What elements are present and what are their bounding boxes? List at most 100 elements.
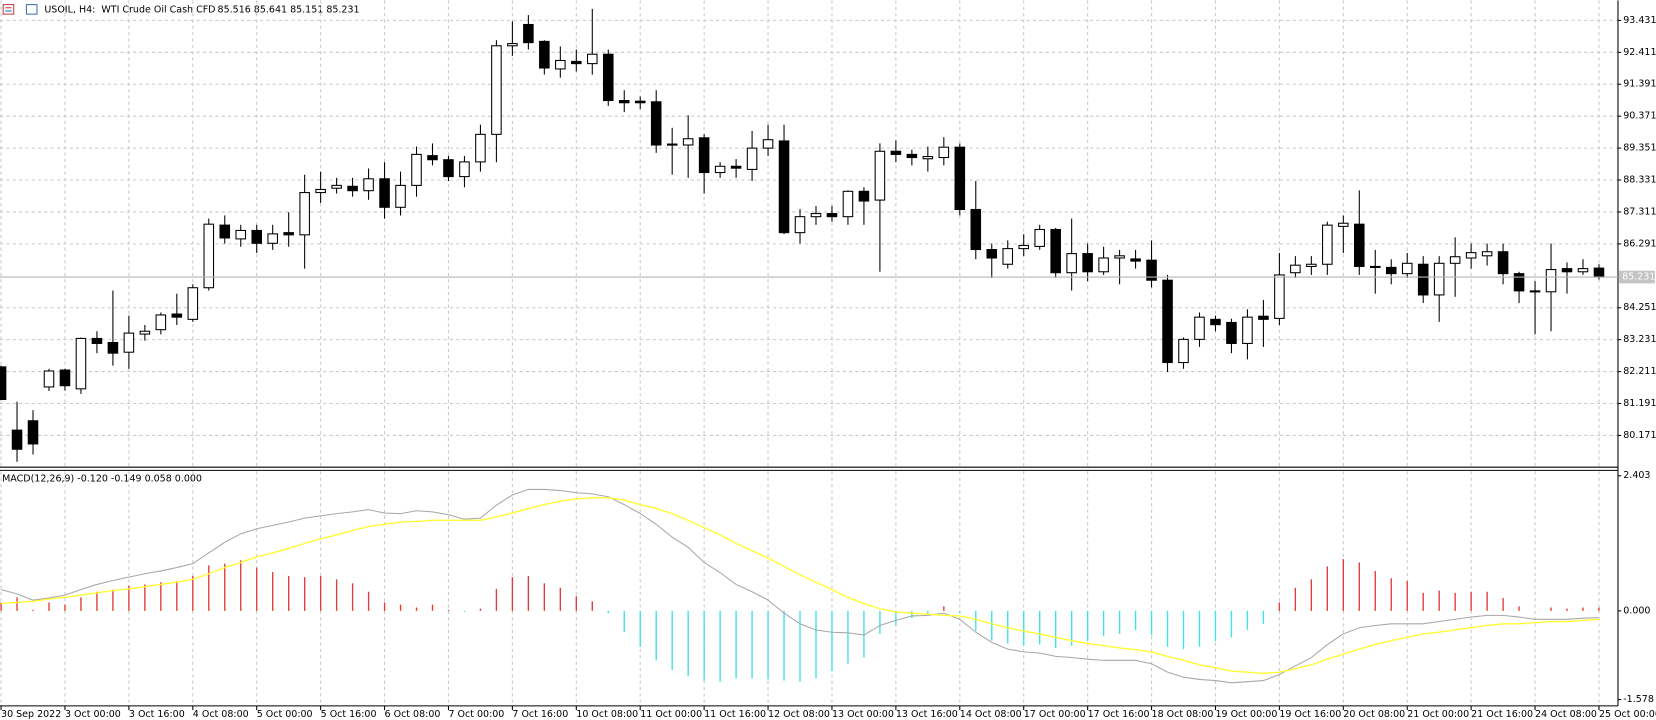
chart-icon[interactable] <box>25 4 38 15</box>
candle-body <box>267 233 278 244</box>
y-tick-label: 91.391 <box>1623 79 1656 90</box>
candle-body <box>1417 263 1429 296</box>
candle-body <box>251 229 263 244</box>
candle-body <box>1242 316 1253 344</box>
candle-body <box>1433 262 1445 296</box>
candle-body <box>1178 338 1189 364</box>
candle-body <box>0 366 7 400</box>
y-tick-label: 2.403 <box>1623 470 1650 481</box>
menu-icon[interactable] <box>2 4 15 15</box>
x-tick-label: 25 Oct 00:00 <box>1599 709 1656 720</box>
candle-body <box>922 156 934 160</box>
candle-body <box>523 23 534 44</box>
candle-body <box>91 337 103 344</box>
candle-body <box>1561 268 1573 273</box>
candle-body <box>730 165 742 169</box>
candle-body <box>698 137 710 174</box>
candle-body <box>1369 265 1381 269</box>
x-tick-label: 20 Oct 08:00 <box>1343 709 1405 720</box>
candle-body <box>59 369 71 387</box>
candle-body <box>75 337 87 390</box>
candle-body <box>1210 318 1221 326</box>
candle-body <box>1114 255 1125 259</box>
x-tick-label: 5 Oct 16:00 <box>321 709 377 720</box>
candle-body <box>1290 264 1301 274</box>
description: WTI Crude Oil Cash CFD <box>101 4 215 15</box>
x-tick-label: 4 Oct 08:00 <box>193 709 249 720</box>
x-tick-label: 30 Sep 2022 <box>1 709 61 720</box>
candle-body <box>315 188 326 194</box>
x-tick-label: 17 Oct 16:00 <box>1088 709 1150 720</box>
candle-body <box>1481 251 1493 257</box>
y-tick-label: 83.231 <box>1623 334 1656 345</box>
ohlc: 85.516 85.641 85.151 85.231 <box>218 4 360 15</box>
candle-body <box>539 40 550 69</box>
y-tick-label: 86.291 <box>1623 238 1656 249</box>
candle-body <box>1258 315 1269 320</box>
y-tick-label: 81.191 <box>1623 398 1656 409</box>
candle-body <box>634 100 646 104</box>
grid-layer <box>0 0 1618 706</box>
candle-body <box>1146 259 1157 281</box>
candle-body <box>491 45 502 135</box>
candle-body <box>555 59 566 70</box>
y-tick-label: 93.431 <box>1623 15 1656 26</box>
candle-body <box>1354 223 1365 267</box>
y-tick-label: 92.411 <box>1623 47 1656 58</box>
x-tick-label: 24 Oct 08:00 <box>1535 709 1597 720</box>
x-tick-label: 19 Oct 00:00 <box>1215 709 1277 720</box>
candle-body <box>283 232 294 236</box>
candle-body <box>11 429 23 450</box>
x-tick-label: 18 Oct 08:00 <box>1152 709 1214 720</box>
indicator-line <box>1 497 1600 674</box>
candle-body <box>1577 268 1589 273</box>
candle-body <box>107 341 119 354</box>
candle-body <box>682 138 694 146</box>
candle-body <box>475 133 486 163</box>
candle-body <box>427 155 438 161</box>
x-tick-label: 11 Oct 16:00 <box>704 709 766 720</box>
candle-body <box>1130 258 1141 262</box>
candle-body <box>1593 267 1605 278</box>
x-tick-label: 5 Oct 00:00 <box>257 709 313 720</box>
candle-body <box>411 153 422 186</box>
candle-body <box>43 370 55 388</box>
candle-body <box>363 178 374 192</box>
x-tick-label: 13 Oct 16:00 <box>896 709 958 720</box>
x-tick-label: 10 Oct 08:00 <box>576 709 638 720</box>
candle-body <box>842 190 854 218</box>
candle-body <box>1338 222 1349 227</box>
candle-body <box>1002 248 1014 265</box>
indicator-title: MACD(12,26,9) -0.120 -0.149 0.058 0.000 <box>2 473 202 484</box>
y-tick-label: 90.371 <box>1623 111 1656 122</box>
candle-body <box>906 153 918 159</box>
candle-body <box>890 150 902 155</box>
candle-body <box>219 224 231 239</box>
candle-body <box>1034 228 1045 247</box>
indicator-line <box>0 488 1599 684</box>
candle-body <box>1449 256 1461 264</box>
y-tick-label: 89.351 <box>1623 143 1656 154</box>
candle-body <box>507 43 518 47</box>
candle-body <box>618 100 630 104</box>
candle-body <box>714 165 726 174</box>
candle-body <box>235 229 247 240</box>
x-tick-label: 13 Oct 00:00 <box>832 709 894 720</box>
candle-body <box>379 178 390 208</box>
x-tick-label: 11 Oct 00:00 <box>640 709 702 720</box>
candle-body <box>810 213 822 218</box>
candle-body <box>203 223 215 289</box>
y-tick-label: 87.311 <box>1623 206 1656 217</box>
x-tick-label: 6 Oct 08:00 <box>385 709 441 720</box>
candle-body <box>1098 257 1109 273</box>
candle-body <box>938 146 950 159</box>
x-tick-label: 21 Oct 16:00 <box>1471 709 1533 720</box>
candle-body <box>1545 269 1557 293</box>
candle-body <box>986 249 998 259</box>
candle-body <box>826 213 838 218</box>
candle-body <box>954 146 966 211</box>
candle-body <box>1018 244 1030 250</box>
candle-body <box>1385 266 1397 275</box>
candle-body <box>395 184 406 208</box>
